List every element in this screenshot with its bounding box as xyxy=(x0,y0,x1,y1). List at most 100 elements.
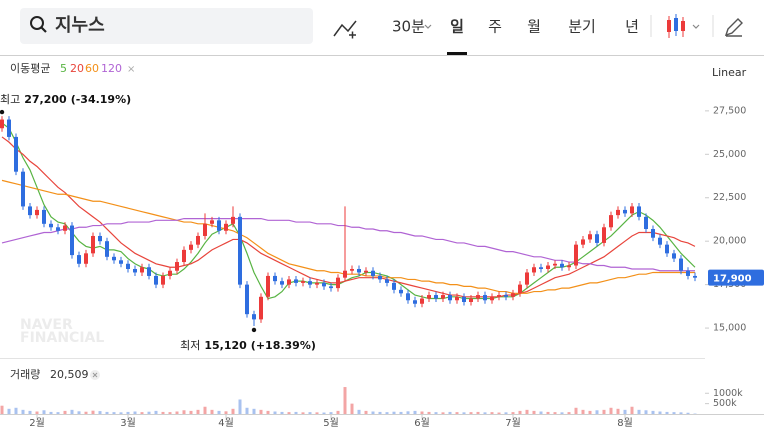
icon-part xyxy=(681,21,685,31)
candle-body xyxy=(658,237,662,245)
candle-body xyxy=(77,255,81,264)
candle-body xyxy=(224,223,228,231)
volume-bar xyxy=(0,405,4,414)
candle-body xyxy=(7,119,11,137)
candle-body xyxy=(637,206,641,217)
volume-bar xyxy=(280,411,284,414)
volume-bar xyxy=(63,410,67,414)
candle-body xyxy=(399,289,403,294)
candle-body xyxy=(588,234,592,240)
ma-legend-entry: 5 xyxy=(60,62,67,75)
candle-body xyxy=(161,275,165,285)
candle-body xyxy=(455,296,459,301)
search-text[interactable]: 지누스 xyxy=(55,15,105,36)
volume-bar xyxy=(70,409,74,414)
candle-body xyxy=(308,281,312,285)
scale-label[interactable]: Linear xyxy=(712,66,747,79)
period-button[interactable]: 분기 xyxy=(568,18,596,36)
volume-bar xyxy=(490,412,494,414)
candle-body xyxy=(462,296,466,303)
moving-average-line xyxy=(1,122,696,300)
candle-body xyxy=(112,256,116,261)
volume-bar xyxy=(378,411,382,414)
candle-body xyxy=(147,267,151,276)
candle-body xyxy=(154,275,158,285)
candle-body xyxy=(595,234,599,243)
candle-body xyxy=(581,239,585,245)
x-tick-label: 6월 xyxy=(414,417,430,429)
volume-bar xyxy=(329,412,333,414)
draw-tool-icon[interactable] xyxy=(724,18,743,37)
candle-body xyxy=(609,215,613,228)
candle-style-icon[interactable] xyxy=(667,14,685,38)
volume-bar xyxy=(658,411,662,414)
candle-body xyxy=(623,209,627,214)
active-underline xyxy=(447,52,467,55)
candle-body xyxy=(126,263,130,269)
volume-bar xyxy=(476,411,480,414)
watermark: FINANCIAL xyxy=(20,330,104,346)
candle-body xyxy=(0,119,4,129)
volume-bar xyxy=(203,406,207,414)
period-button[interactable]: 월 xyxy=(527,18,541,36)
volume-bar xyxy=(217,410,221,414)
volume-bar xyxy=(189,410,193,414)
ma-legend-entry: 120 xyxy=(101,62,122,75)
candle-body xyxy=(469,298,473,303)
candle-body xyxy=(441,295,445,299)
volume-bar xyxy=(574,407,578,414)
volume-bar xyxy=(336,410,340,414)
volume-bar xyxy=(427,411,431,414)
candle-body xyxy=(651,229,655,238)
candle-body xyxy=(644,216,648,230)
high-value: 27,200 xyxy=(24,93,67,106)
period-button[interactable]: 년 xyxy=(625,18,639,36)
volume-bar xyxy=(595,410,599,414)
search-box[interactable] xyxy=(20,8,313,44)
volume-bar xyxy=(35,411,39,414)
volume-bar xyxy=(301,412,305,414)
search-icon xyxy=(40,26,47,33)
candle-body xyxy=(574,244,578,266)
period-button[interactable]: 주 xyxy=(488,18,502,36)
x-tick-label: 8월 xyxy=(617,417,633,429)
candle-body xyxy=(392,282,396,290)
volume-bar xyxy=(518,410,522,414)
interval-button[interactable]: 30분 xyxy=(392,18,425,36)
volume-bar xyxy=(21,409,25,414)
chevron xyxy=(692,24,700,29)
ma-legend-close: × xyxy=(127,64,135,75)
x-tick-label: 4월 xyxy=(218,417,234,429)
x-tick-label: 2월 xyxy=(29,417,45,429)
candle-body xyxy=(140,267,144,273)
volume-current: 20,509 xyxy=(50,368,89,381)
volume-bar xyxy=(406,411,410,414)
volume-bar xyxy=(287,412,291,414)
candle-body xyxy=(252,314,256,320)
moving-average-line xyxy=(1,136,696,298)
chart-type-icon[interactable] xyxy=(333,20,357,37)
candle-body xyxy=(539,267,543,269)
low-prefix: 최저 xyxy=(180,339,200,352)
candle-body xyxy=(665,244,669,254)
candle-body xyxy=(630,206,634,214)
y-tick-label: 27,500 xyxy=(713,105,746,116)
volume-bar xyxy=(581,409,585,414)
volume-bar xyxy=(364,410,368,414)
volume-bar xyxy=(147,411,151,414)
volume-bar xyxy=(266,410,270,414)
volume-bar xyxy=(448,411,452,414)
volume-bar xyxy=(525,409,529,414)
candle-body xyxy=(413,300,417,304)
volume-bar xyxy=(7,408,11,414)
high-marker-label: 최고 27,200 (-34.19%) xyxy=(0,93,131,106)
volume-bar xyxy=(168,412,172,414)
volume-bar xyxy=(210,409,214,414)
candle-body xyxy=(35,209,39,216)
candle-body xyxy=(406,293,410,301)
volume-bar xyxy=(91,410,95,414)
period-button[interactable]: 일 xyxy=(450,18,464,36)
candle-body xyxy=(315,282,319,285)
candle-body xyxy=(280,281,284,285)
volume-bar xyxy=(371,411,375,414)
